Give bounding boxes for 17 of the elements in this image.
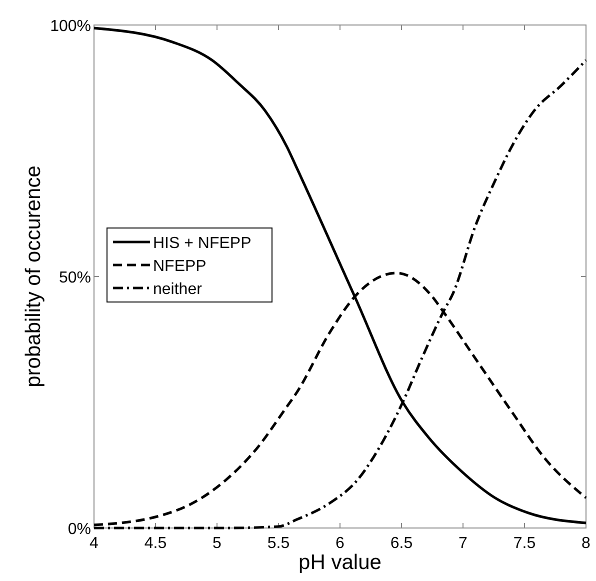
x-tick-label: 6.5 (390, 535, 413, 552)
y-tick-label: 50% (58, 270, 91, 286)
y-tick-label: 0% (68, 521, 91, 538)
x-tick-label: 7 (458, 535, 468, 552)
x-tick-label: 6 (336, 535, 345, 552)
x-tick-label: 5.5 (267, 535, 290, 552)
x-tick-label: 8 (582, 535, 591, 552)
x-tick-label: 5 (212, 535, 222, 552)
y-tick-label: 100% (50, 18, 91, 35)
x-tick-label: 7.5 (513, 535, 536, 552)
legend-label: neither (153, 281, 203, 298)
x-tick-label: 4.5 (144, 535, 167, 552)
y-axis-title: probability of occurence (22, 166, 45, 388)
x-axis-title: pH value (298, 551, 382, 574)
legend-label: NFEPP (153, 258, 206, 275)
x-tick-label: 4 (90, 535, 99, 552)
legend-label: HIS + NFEPP (153, 235, 252, 252)
